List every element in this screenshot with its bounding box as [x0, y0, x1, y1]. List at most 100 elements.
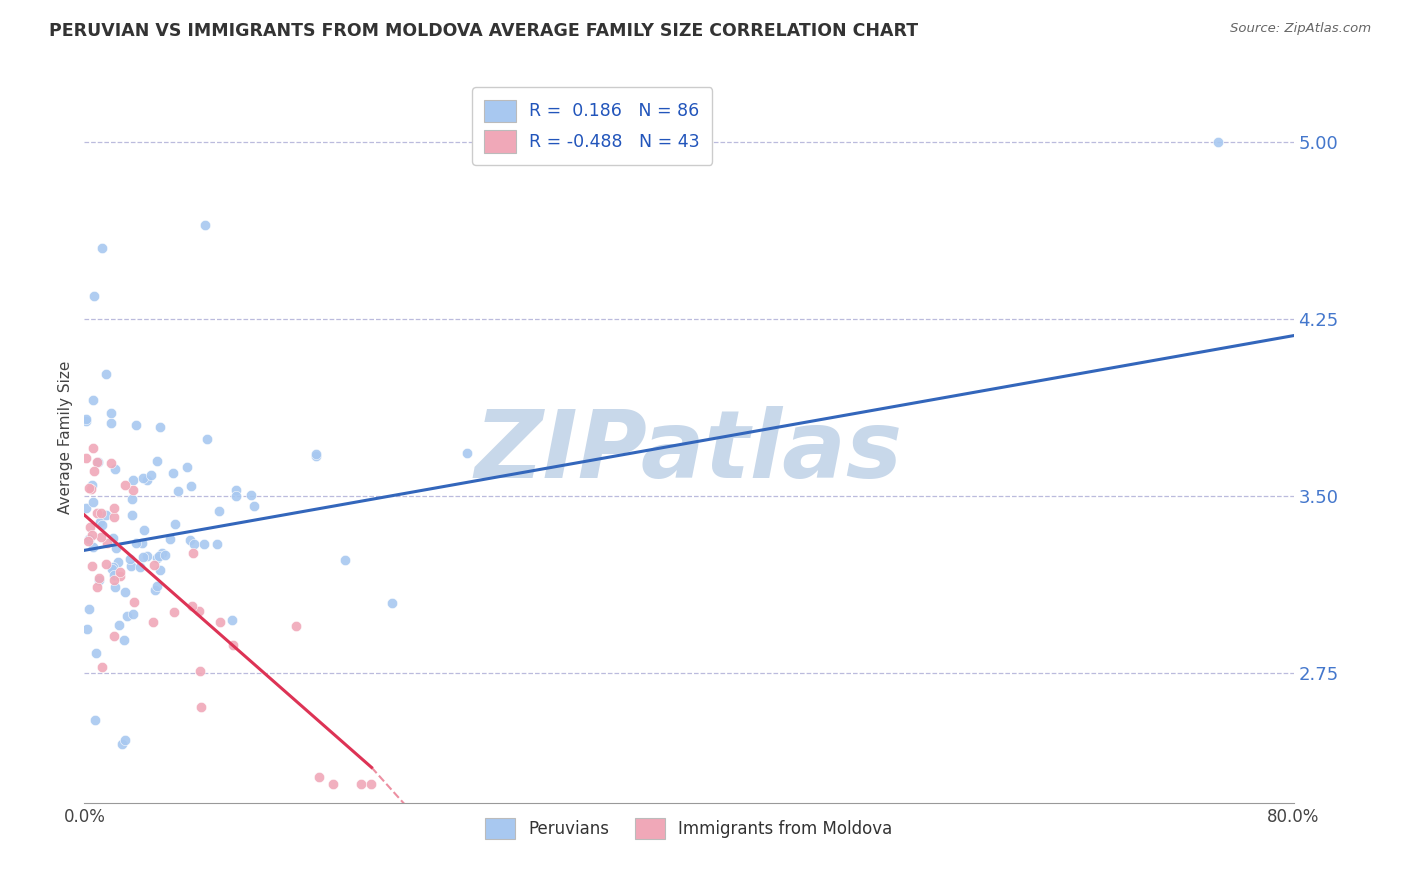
Point [107, 617, 129, 632]
Point [179, 533, 201, 547]
Point [166, 484, 188, 499]
Point [79, 520, 101, 534]
Point [188, 665, 211, 679]
Point [96, 508, 118, 522]
Point [87, 573, 110, 587]
Point [146, 453, 169, 467]
Point [120, 559, 142, 574]
Point [96, 535, 118, 549]
Point [100, 456, 122, 470]
Point [142, 615, 165, 629]
Text: Source: ZipAtlas.com: Source: ZipAtlas.com [1230, 22, 1371, 36]
Y-axis label: Average Family Size: Average Family Size [58, 360, 73, 514]
Point [243, 499, 266, 513]
Text: ZIPatlas: ZIPatlas [475, 406, 903, 498]
Point [208, 615, 231, 629]
Point [136, 549, 159, 564]
Point [131, 550, 153, 565]
Point [75, 412, 97, 426]
Point [82, 495, 104, 509]
Point [208, 504, 231, 518]
Point [1206, 135, 1229, 149]
Point [124, 417, 146, 432]
Point [86, 455, 108, 469]
Point [181, 599, 204, 614]
Point [82, 540, 104, 554]
Point [94, 367, 117, 381]
Text: PERUVIAN VS IMMIGRANTS FROM MOLDOVA AVERAGE FAMILY SIZE CORRELATION CHART: PERUVIAN VS IMMIGRANTS FROM MOLDOVA AVER… [49, 22, 918, 40]
Point [115, 608, 138, 623]
Point [180, 479, 202, 493]
Point [153, 548, 176, 562]
Point [121, 491, 143, 506]
Point [82, 528, 104, 542]
Point [77, 602, 100, 616]
Point [305, 450, 328, 464]
Point [90, 530, 112, 544]
Point [82, 442, 104, 456]
Point [114, 732, 136, 747]
Point [131, 536, 153, 550]
Point [150, 546, 173, 560]
Point [89, 515, 111, 529]
Point [103, 573, 125, 587]
Point [159, 532, 181, 546]
Point [83, 713, 105, 727]
Point [77, 481, 100, 495]
Point [322, 777, 344, 791]
Point [183, 537, 205, 551]
Point [360, 777, 382, 791]
Point [284, 619, 307, 633]
Point [132, 523, 155, 537]
Point [124, 535, 146, 549]
Point [308, 770, 330, 784]
Point [197, 432, 219, 446]
Point [101, 531, 124, 545]
Point [87, 571, 110, 585]
Point [104, 580, 127, 594]
Point [90, 660, 112, 674]
Point [381, 596, 404, 610]
Point [194, 218, 217, 232]
Point [145, 551, 167, 566]
Point [100, 407, 122, 421]
Point [114, 477, 136, 491]
Point [149, 420, 172, 434]
Point [114, 632, 136, 647]
Point [205, 537, 228, 551]
Point [80, 478, 103, 492]
Point [107, 555, 129, 569]
Point [100, 416, 122, 430]
Point [104, 541, 127, 555]
Point [149, 563, 172, 577]
Point [114, 585, 136, 599]
Point [121, 607, 143, 621]
Point [86, 506, 108, 520]
Point [82, 392, 104, 407]
Point [122, 483, 145, 498]
Point [76, 622, 98, 636]
Point [84, 646, 107, 660]
Point [135, 473, 157, 487]
Point [350, 777, 373, 791]
Point [86, 580, 108, 594]
Point [163, 516, 186, 531]
Point [79, 532, 101, 546]
Point [90, 506, 112, 520]
Point [87, 455, 110, 469]
Point [225, 483, 247, 498]
Point [101, 560, 124, 574]
Point [132, 471, 155, 485]
Point [139, 468, 162, 483]
Point [187, 604, 209, 618]
Point [129, 560, 152, 574]
Point [305, 447, 328, 461]
Point [225, 489, 247, 503]
Point [124, 595, 146, 609]
Point [83, 288, 105, 302]
Point [104, 461, 127, 475]
Point [239, 488, 262, 502]
Point [335, 553, 357, 567]
Point [190, 700, 212, 714]
Legend: Peruvians, Immigrants from Moldova: Peruvians, Immigrants from Moldova [479, 811, 898, 846]
